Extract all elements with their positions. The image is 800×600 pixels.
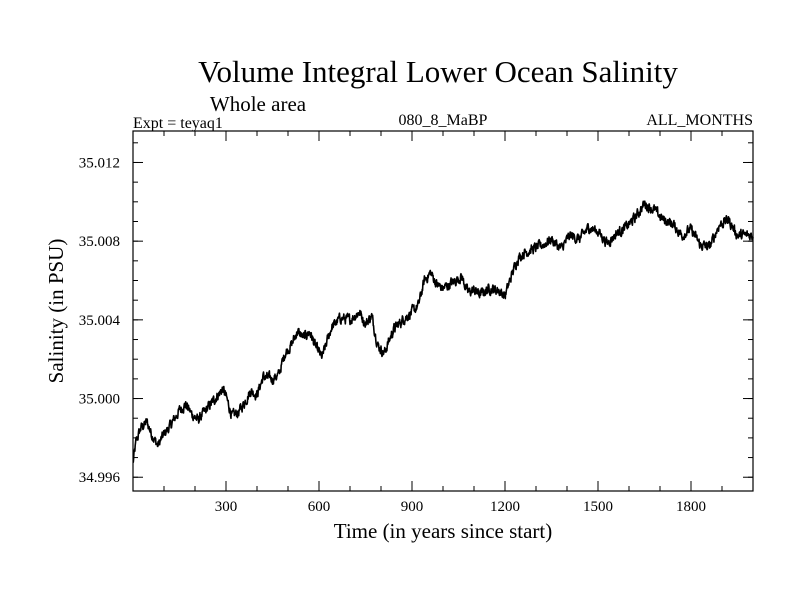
- y-tick-label: 35.012: [79, 155, 120, 171]
- plot-area: [132, 130, 754, 492]
- y-tick-label: 34.996: [79, 470, 121, 486]
- x-tick-label: 900: [401, 499, 424, 515]
- months-label: ALL_MONTHS: [646, 112, 753, 129]
- x-tick-label: 1200: [490, 499, 520, 515]
- plot-frame: [132, 130, 754, 492]
- x-tick-label: 300: [215, 499, 238, 515]
- chart-title: Volume Integral Lower Ocean Salinity: [198, 54, 678, 89]
- y-tick-label: 35.004: [79, 313, 121, 329]
- period-label: 080_8_MaBP: [399, 112, 488, 129]
- salinity-series-line: [132, 200, 754, 464]
- axis-tick-labels: 300 600 900 1200 1500 1800 34.996 35.000 35.004 3…: [79, 155, 706, 515]
- y-axis-label: Salinity (in PSU): [44, 239, 68, 384]
- experiment-label: Expt = teyaq1: [133, 115, 223, 132]
- y-tick-label: 35.008: [79, 234, 120, 250]
- x-axis-label: Time (in years since start): [334, 519, 553, 543]
- axis-ticks: [133, 131, 753, 491]
- chart-subtitle: Whole area: [210, 92, 307, 116]
- x-tick-label: 1800: [676, 499, 706, 515]
- y-tick-label: 35.000: [79, 392, 120, 408]
- x-tick-label: 600: [308, 499, 331, 515]
- x-tick-label: 1500: [583, 499, 613, 515]
